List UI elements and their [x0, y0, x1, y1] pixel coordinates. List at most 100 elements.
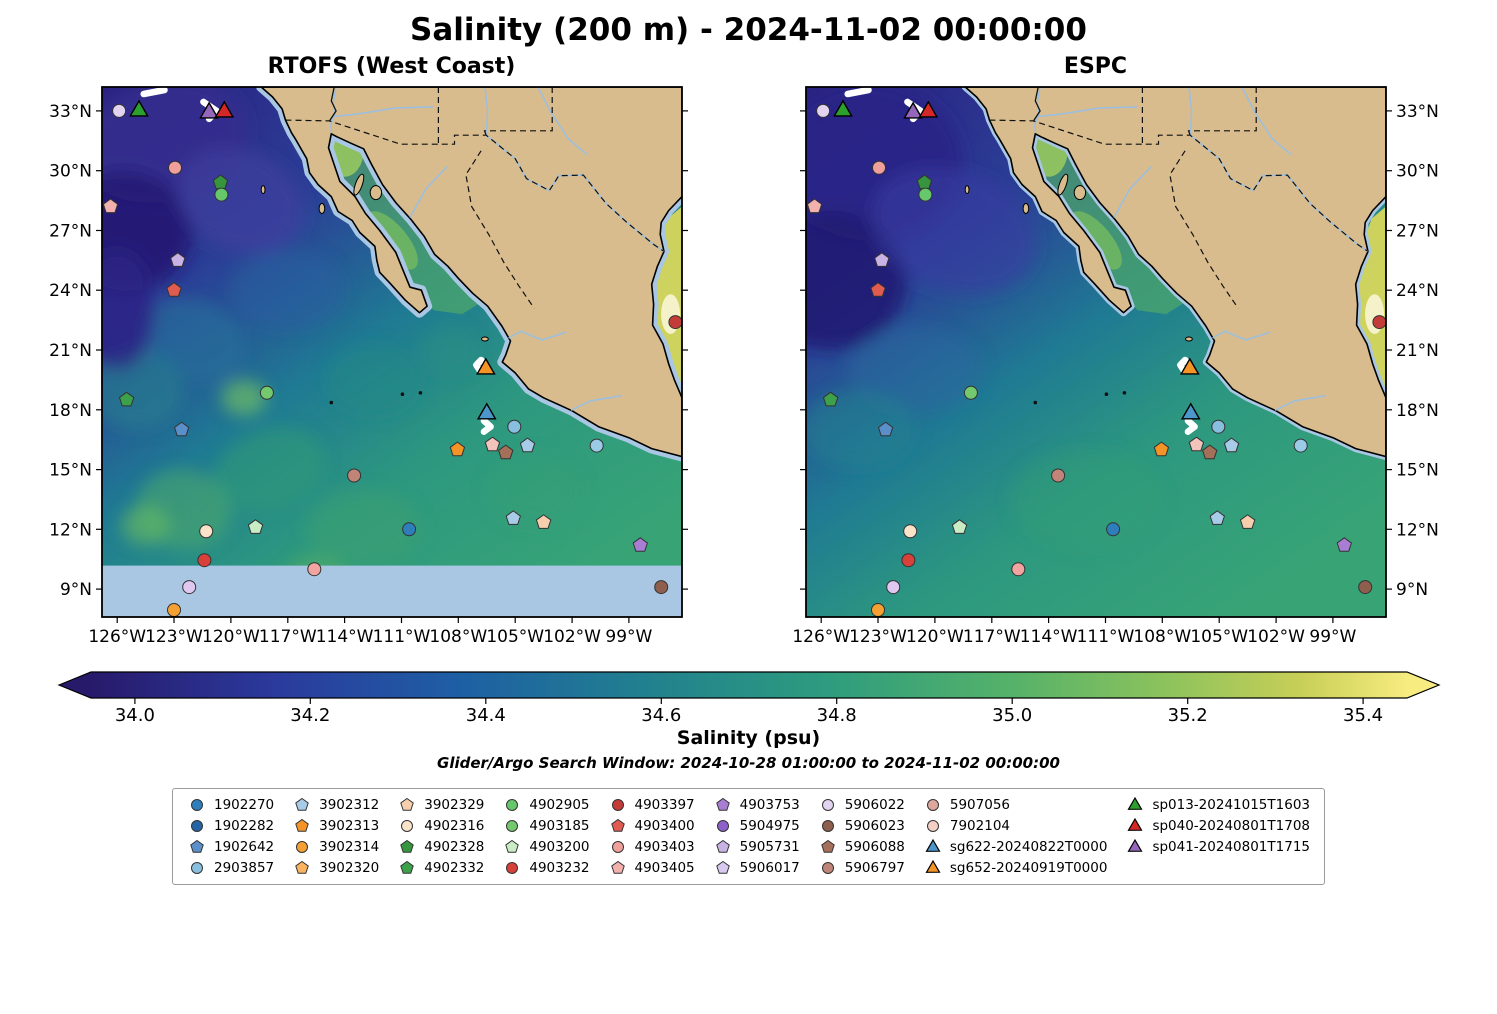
legend-column: 4903397 4903400 4903403 4903405: [608, 797, 695, 876]
legend-marker-icon: [191, 799, 203, 811]
legend-marker-icon: [926, 820, 939, 832]
argo-float-marker: [259, 385, 274, 400]
legend-column: 1902270 1902282 1902642 2903857: [187, 797, 274, 876]
map-frame: [100, 86, 683, 618]
legend-marker-icon: [716, 820, 729, 832]
lon-tick-label: 99°W: [605, 627, 652, 647]
argo-float-marker: [667, 315, 682, 330]
argo-float-marker: [917, 187, 932, 202]
legend-item: 5907056: [923, 797, 1108, 813]
river: [333, 106, 434, 118]
argo-float-marker: [869, 282, 886, 297]
argo-float-marker: [1010, 562, 1025, 577]
legend-marker-icon: [610, 860, 625, 874]
lon-tick-label: 102°W: [543, 627, 601, 647]
border-dashed: [1168, 150, 1239, 309]
border-solid: [328, 87, 337, 122]
lon-tick-label: 105°W: [1190, 627, 1248, 647]
legend-label: 5906088: [844, 839, 905, 855]
argo-float-marker: [169, 252, 185, 267]
legend-item: 3902329: [397, 797, 484, 813]
island: [480, 336, 489, 342]
legend-item: 4902316: [397, 818, 484, 834]
legend-column: 5907056 7902104 sg622-20240822T0000 sg652-2…: [923, 797, 1108, 876]
legend-marker-icon: [295, 797, 309, 811]
legend-item: 7902104: [923, 818, 1108, 834]
legend-label: 4902328: [424, 839, 485, 855]
argo-float-marker: [1153, 441, 1169, 457]
legend-marker-icon: [506, 862, 519, 874]
legend-label: 4903400: [634, 818, 695, 834]
maps-row: RTOFS (West Coast) 126°W 123°W 120°W 117°W 1…: [0, 54, 1497, 653]
legend-item: 3902312: [292, 797, 379, 813]
glider-marker: [198, 101, 219, 119]
legend-box: 1902270 1902282 1902642 2903857 3902312 39023…: [172, 788, 1325, 885]
lat-tick-label: 27°N: [1396, 222, 1439, 242]
lon-tick-label: 126°W: [794, 627, 850, 647]
island: [318, 203, 325, 214]
island: [1022, 203, 1029, 214]
argo-float-marker: [632, 537, 648, 552]
argo-float-marker: [1105, 522, 1120, 537]
glider-track: [480, 417, 494, 435]
legend-item: 3902313: [292, 818, 379, 834]
argo-float-marker: [1050, 468, 1065, 483]
lat-tick-label: 12°N: [1396, 520, 1439, 540]
river: [1037, 106, 1138, 118]
river: [1240, 87, 1292, 156]
legend-item: 5905731: [713, 839, 800, 855]
legend-item: sg622-20240822T0000: [923, 839, 1108, 855]
lat-tick-label: 15°N: [49, 461, 92, 481]
espc-panel: ESPC 126°W 123°W 120°W 117°W 114°W 111°W 108°W…: [794, 54, 1454, 653]
argo-float-marker: [506, 419, 521, 434]
espc-map: 126°W 123°W 120°W 117°W 114°W 111°W 108°W 105°W…: [794, 86, 1439, 647]
islet: [329, 400, 333, 405]
legend-item: 4902328: [397, 839, 484, 855]
lon-tick-label: 111°W: [372, 627, 430, 647]
legend-label: 4903185: [529, 818, 590, 834]
lon-tick-label: 126°W: [88, 627, 146, 647]
argo-float-marker: [1357, 580, 1372, 595]
border-dashed: [1187, 87, 1257, 136]
legend-column: 4903753 5904975 5905731 5906017: [713, 797, 800, 876]
lon-tick-label: 120°W: [202, 627, 260, 647]
colorbar-tick-label: 34.8: [816, 705, 856, 726]
border-dashed: [483, 87, 553, 136]
legend-item: 5906023: [818, 818, 905, 834]
island: [1184, 336, 1193, 342]
glider-track: [843, 87, 872, 98]
legend-item: 4902332: [397, 860, 484, 876]
lat-tick-label: 15°N: [1396, 461, 1439, 481]
argo-float-marker: [885, 580, 900, 595]
legend-label: 5907056: [949, 797, 1010, 813]
river: [1112, 166, 1152, 218]
island: [369, 185, 382, 201]
colorbar-tick-label: 35.0: [992, 705, 1032, 726]
land: [259, 87, 682, 458]
legend-item: 4903185: [502, 818, 590, 834]
river: [1211, 330, 1271, 341]
lon-tick-label: 123°W: [849, 627, 907, 647]
legend-label: 5904975: [739, 818, 800, 834]
argo-float-marker: [484, 436, 500, 452]
glider-marker: [1180, 402, 1201, 420]
rtofs-panel: RTOFS (West Coast) 126°W 123°W 120°W 117°W 1…: [44, 54, 704, 653]
legend-label: 3902314: [319, 839, 380, 855]
colorbar-block: 34.0 34.2 34.4 34.6 34.8 35.0 35.2 35.4 Salinit…: [0, 669, 1497, 772]
glider-marker: [475, 357, 496, 375]
border-dashed: [284, 119, 664, 252]
legend-label: 3902313: [319, 818, 380, 834]
lat-tick-label: 30°N: [1396, 162, 1439, 182]
legend-item: 4903405: [608, 860, 695, 876]
legend-marker-icon: [191, 862, 203, 874]
river: [408, 166, 448, 218]
legend-item: 5906017: [713, 860, 800, 876]
legend-label: sg622-20240822T0000: [949, 839, 1108, 855]
legend-marker-icon: [506, 820, 519, 832]
legend-label: 3902320: [319, 860, 380, 876]
argo-float-marker: [196, 553, 211, 568]
argo-float-marker: [449, 441, 465, 457]
argo-float-marker: [306, 562, 321, 577]
legend-label: 7902104: [949, 818, 1010, 834]
legend-label: 1902642: [214, 839, 275, 855]
